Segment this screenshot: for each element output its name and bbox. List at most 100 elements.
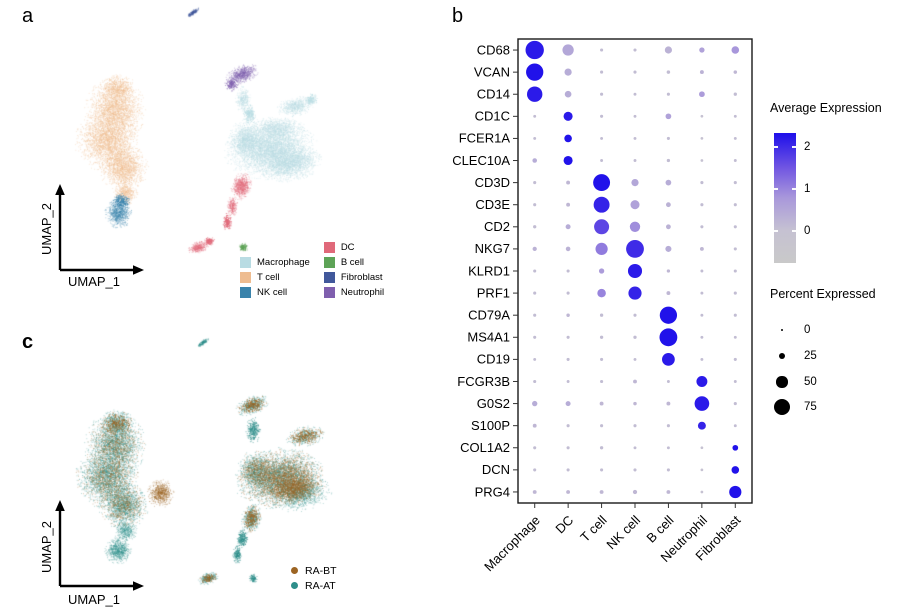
celltype-legend-item: Neutrophil (323, 285, 384, 300)
dotplot-dot (566, 490, 571, 494)
dotplot-dot (665, 179, 672, 186)
dotplot-dot (566, 424, 570, 428)
celltype-legend-swatch-icon (240, 272, 251, 283)
dotplot-dot (659, 328, 678, 347)
gene-label: G0S2 (477, 396, 510, 411)
dotplot-dot (666, 158, 671, 163)
dotplot-dot (633, 424, 637, 428)
size-legend-dot-box (772, 329, 792, 331)
dotplot-dot (600, 468, 604, 472)
dotplot-dot (566, 468, 570, 472)
percent-expressed-legend-title: Percent Expressed (770, 287, 876, 301)
dotplot-dot (533, 313, 537, 317)
gene-label: CD3E (475, 197, 510, 212)
dotplot-dot (600, 136, 604, 140)
dotplot-dot (666, 446, 670, 450)
dotplot-dot (733, 159, 737, 162)
dotplot-dot (666, 291, 671, 296)
dotplot-dot (633, 70, 637, 74)
dotplot-dot (526, 63, 544, 81)
dotplot-dot (599, 446, 604, 450)
size-legend-item: 0 (772, 317, 810, 343)
umap-c-axes (55, 500, 144, 591)
celltype-legend-label: B cell (340, 257, 365, 268)
celltype-legend-swatch-icon (323, 257, 335, 268)
dotplot-dot (533, 136, 537, 140)
panel-label-a: a (22, 5, 34, 27)
gene-label: S100P (471, 418, 510, 433)
gene-label: MS4A1 (467, 330, 510, 345)
dotplot-dot (597, 288, 606, 298)
dotplot-dot (700, 490, 704, 494)
dotplot-dot (628, 286, 642, 300)
celltype-legend-label: Macrophage (257, 257, 310, 268)
celltype-legend-item: T cell (240, 270, 310, 285)
celltype-legend-item: NK cell (240, 285, 310, 300)
dotplot-dot (731, 466, 740, 474)
umap-c-sample-left-scatter (55, 390, 200, 605)
colorbar-tick-label: 0 (804, 225, 811, 237)
dotplot-dot (733, 136, 737, 140)
dotplot-dot (532, 490, 537, 494)
dotplot-dot (533, 291, 537, 295)
celltype-legend-item: Fibroblast (323, 270, 384, 285)
dotplot-dot (527, 86, 543, 102)
dotplot-dot (532, 246, 537, 252)
dotplot-dot (563, 155, 573, 166)
dotplot-dot (700, 468, 704, 472)
dotplot-dot (733, 357, 737, 361)
dotplot-dot (533, 114, 537, 118)
celltype-legend-label: NK cell (257, 287, 288, 298)
celltype-legend-column-1: Macrophage T cell NK cell (240, 255, 310, 300)
dotplot-dot (666, 136, 670, 140)
celltype-legend-column-2: DC B cell Fibroblast Neutrophil (323, 240, 384, 300)
dotplot-dot (595, 242, 608, 256)
dotplot-dot (593, 196, 610, 213)
umap-a-ylabel: UMAP_2 (39, 202, 54, 256)
dotplot-dot (533, 181, 537, 185)
dotplot-dot (665, 245, 672, 252)
gene-label: CD1C (475, 109, 510, 124)
dotplot-dot (666, 380, 670, 383)
dotplot-dot (700, 225, 704, 229)
celltype-label: NK cell (603, 512, 643, 552)
dotplot-dot (565, 401, 571, 407)
sample-legend-label: RA-AT (305, 579, 336, 592)
dotplot-dot (733, 225, 737, 229)
gene-label: CD2 (484, 219, 510, 234)
dotplot-dot (700, 357, 704, 361)
dotplot-dot (633, 159, 637, 162)
gene-label: PRG4 (475, 484, 510, 499)
dotplot-dot (697, 421, 706, 430)
gene-label: NKG7 (475, 241, 510, 256)
average-expression-legend: Average Expression 2 1 0 (770, 101, 923, 286)
dotplot-dot (600, 114, 604, 118)
dotplot-dot (600, 159, 604, 162)
dotplot-dot (664, 46, 672, 54)
dotplot: CD68 VCAN CD14 CD1C FCER1A CLEC10A CD3D CD3E CD2… (452, 38, 753, 574)
size-legend-item: 50 (772, 369, 817, 395)
dotplot-dot (733, 203, 737, 207)
y-axis-arrowhead-icon (55, 500, 65, 511)
dotplot-dot (731, 46, 740, 54)
dotplot-dot (666, 269, 671, 273)
dotplot-dot (733, 380, 737, 383)
sample-legend-label: RA-BT (305, 564, 337, 577)
celltype-legend: Macrophage T cell NK cell DC B cell Fibrobla… (240, 240, 384, 300)
dotplot-dot (566, 335, 570, 339)
dotplot-dot (633, 114, 637, 118)
celltype-legend-swatch-icon (323, 242, 335, 253)
dotplot-dot (633, 335, 637, 339)
dotplot-dot (599, 401, 604, 406)
dotplot-dot (600, 92, 604, 96)
umap-c-sample-right-scatter (195, 330, 355, 605)
x-axis-arrowhead-icon (133, 265, 144, 275)
dotplot-dot (633, 136, 637, 140)
dotplot-dot (600, 379, 604, 384)
umap-a-axes (55, 184, 144, 275)
dotplot-dot (733, 181, 737, 185)
dotplot-dot (566, 380, 570, 383)
dotplot-dot (699, 47, 705, 53)
dotplot-dot (565, 246, 571, 252)
dotplot-dot (659, 306, 678, 324)
